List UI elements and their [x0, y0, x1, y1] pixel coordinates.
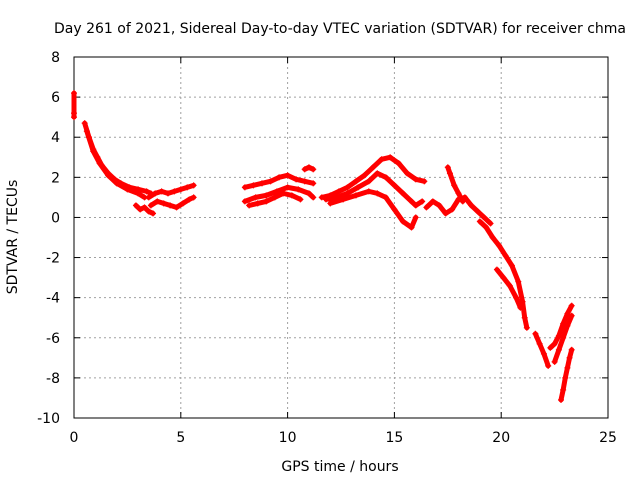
series-track-B-lower — [147, 194, 197, 211]
series-track-C — [241, 172, 317, 191]
series-band — [481, 214, 494, 226]
series-track-H-inner — [551, 312, 575, 365]
series-band — [564, 303, 575, 317]
y-tick-label: 2 — [51, 170, 60, 186]
data-point — [523, 324, 530, 331]
x-tick-label: 25 — [599, 430, 617, 446]
data-point — [421, 178, 428, 185]
data-point — [568, 312, 575, 319]
data-point — [412, 214, 419, 221]
data-point — [568, 302, 575, 309]
series-ambiguity-offsets — [71, 90, 77, 121]
data-point — [517, 304, 524, 311]
series-track-G — [532, 330, 552, 369]
x-tick-label: 0 — [70, 430, 79, 446]
y-tick-label: 0 — [51, 210, 60, 226]
series-track-C-dip — [246, 190, 304, 209]
series-band — [455, 190, 466, 204]
plot-frame — [73, 56, 609, 419]
series-track-E-spike — [444, 164, 466, 205]
series-track-C-tail — [301, 164, 317, 173]
series-band — [84, 128, 96, 154]
series-track-H — [547, 302, 575, 351]
series-band — [135, 190, 147, 200]
x-tick-label: 15 — [385, 430, 403, 446]
data-point — [487, 220, 494, 227]
x-axis-label: GPS time / hours — [281, 459, 398, 475]
data-point — [150, 210, 157, 217]
data-point — [310, 194, 317, 201]
x-tick-label: 5 — [176, 430, 185, 446]
chart-title: Day 261 of 2021, Sidereal Day-to-day VTE… — [54, 21, 626, 37]
y-tick-label: -10 — [37, 411, 60, 427]
y-tick-label: 6 — [51, 90, 60, 106]
data-point — [459, 198, 466, 205]
series-band — [513, 295, 523, 311]
series-track-A-lower — [83, 128, 148, 201]
series-band — [306, 190, 316, 200]
series-track-D-middle — [323, 170, 426, 209]
y-tick-label: -6 — [46, 331, 60, 347]
series-track-F-lower — [493, 266, 524, 311]
axis-ticks: 0 5 10 15 20 25 -10 -8 -6 -4 -2 0 2 4 6 8 — [37, 50, 617, 446]
series-band — [509, 263, 521, 285]
series-band — [515, 279, 526, 305]
x-tick-label: 20 — [492, 430, 510, 446]
y-tick-label: 4 — [51, 130, 60, 146]
series-track-D — [318, 154, 428, 201]
series-track-D-lower — [327, 188, 419, 231]
series-track-I — [558, 346, 575, 403]
data-point — [190, 182, 197, 189]
data-points — [71, 90, 575, 403]
series-track-C-lower — [241, 184, 317, 205]
data-point — [297, 196, 304, 203]
series-track-F-descent — [476, 218, 530, 331]
series-band — [289, 192, 303, 202]
data-point — [568, 346, 575, 353]
y-tick-label: -2 — [46, 251, 60, 267]
data-point — [71, 114, 77, 121]
data-point — [419, 198, 426, 205]
series-band — [541, 351, 551, 369]
y-tick-label: 8 — [51, 50, 60, 66]
series-track-A-dip — [132, 202, 157, 217]
x-tick-label: 10 — [279, 430, 297, 446]
series-band — [413, 198, 425, 208]
y-axis-label: SDTVAR / TECUs — [5, 180, 21, 295]
series-band — [408, 214, 419, 230]
data-point — [190, 194, 197, 201]
series-track-B — [145, 182, 197, 201]
series-track-E — [423, 194, 494, 227]
y-tick-label: -8 — [46, 371, 60, 387]
grid — [74, 57, 608, 418]
data-point — [310, 180, 317, 187]
data-point — [545, 362, 552, 369]
series-band — [564, 313, 575, 329]
data-point — [310, 166, 317, 173]
y-tick-label: -4 — [46, 291, 60, 307]
